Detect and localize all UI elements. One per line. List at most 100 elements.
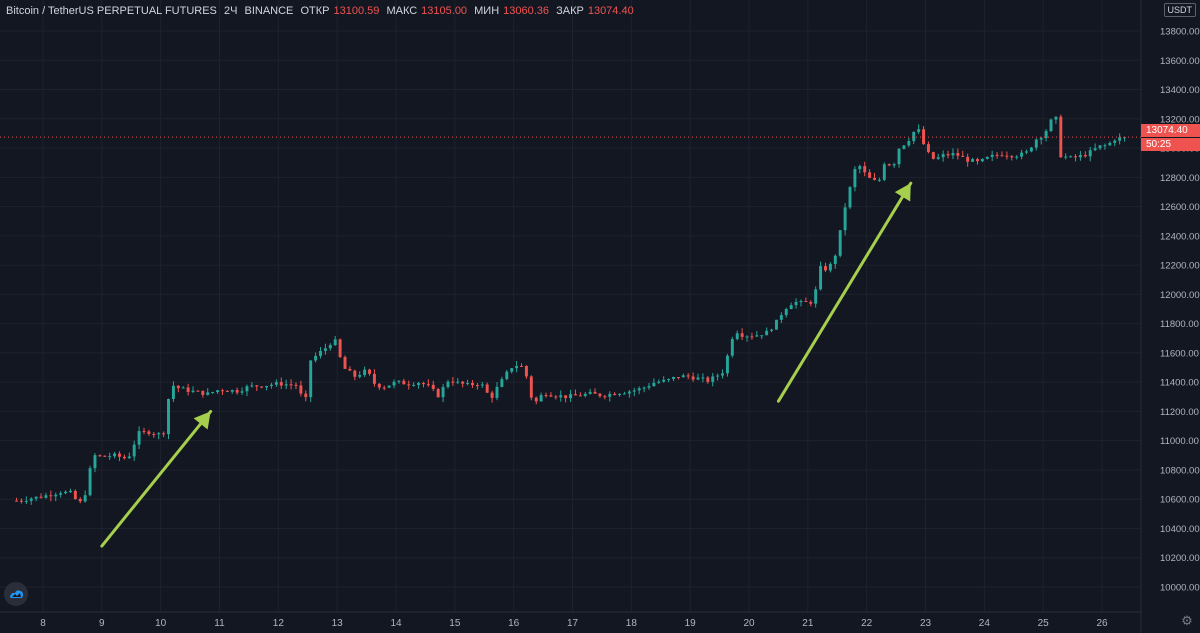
candle-body (662, 379, 666, 382)
x-tick-label: 15 (449, 618, 461, 629)
candle-body (1074, 156, 1077, 158)
interval-label[interactable]: 2Ч (223, 5, 238, 17)
open-value: 13100.59 (333, 5, 380, 17)
candle-body (917, 129, 921, 132)
candle-body (701, 377, 705, 379)
trend-arrow-line[interactable] (776, 181, 913, 403)
gear-icon[interactable]: ⚙ (1181, 613, 1193, 628)
candle-body (421, 382, 425, 385)
candle-body (672, 377, 675, 379)
candle-body (451, 381, 455, 383)
candle-body (907, 141, 911, 146)
candle-body (319, 350, 322, 356)
candle-body (681, 375, 685, 378)
candle-body (240, 391, 244, 393)
y-tick-label: 13800.00 (1160, 27, 1200, 38)
candle-body (412, 384, 416, 386)
exchange-label: BINANCE (244, 5, 294, 17)
candle-body (294, 384, 298, 386)
x-tick-label: 17 (567, 618, 579, 629)
candle-body (220, 390, 224, 392)
candle-body (1064, 156, 1068, 158)
candle-body (980, 158, 984, 162)
symbol-name[interactable]: Bitcoin / TetherUS PERPETUAL FUTURES (6, 5, 217, 17)
candle-body (93, 455, 97, 469)
y-tick-label: 11400.00 (1160, 378, 1199, 389)
candle-body (877, 179, 881, 181)
candle-body (15, 500, 18, 502)
candle-body (765, 330, 769, 336)
candle-body (1039, 138, 1043, 140)
candle-body (314, 355, 318, 361)
candle-body (912, 131, 916, 142)
candle-body (971, 159, 975, 162)
candle-body (113, 453, 117, 457)
candle-body (819, 266, 823, 290)
candle-body (83, 495, 87, 502)
candle-body (676, 377, 680, 379)
candle-body (510, 368, 514, 372)
candle-body (549, 395, 553, 397)
candle-body (588, 391, 592, 394)
candle-body (343, 356, 347, 369)
candle-body (936, 157, 940, 159)
candle-body (279, 382, 283, 386)
candle-body (1093, 148, 1097, 151)
candle-body (578, 395, 582, 397)
candle-body (265, 385, 269, 388)
x-tick-label: 11 (214, 618, 225, 629)
candle-body (770, 329, 774, 331)
tradingview-logo-icon[interactable] (4, 582, 28, 606)
candle-body (799, 301, 803, 303)
trend-arrow-head[interactable] (193, 411, 211, 430)
candle-body (554, 396, 558, 398)
x-tick-label: 26 (1096, 618, 1108, 629)
currency-badge[interactable]: USDT (1163, 3, 1196, 17)
candle-body (250, 385, 254, 387)
candle-body (49, 495, 53, 497)
candle-body (417, 382, 421, 385)
candle-body (647, 386, 651, 388)
candle-body (235, 389, 239, 393)
candle-body (382, 387, 386, 389)
candle-body (1044, 131, 1048, 139)
candle-body (1049, 119, 1053, 132)
candle-body (392, 381, 396, 386)
candle-body (853, 169, 857, 188)
candle-body (1113, 140, 1117, 143)
trend-arrow-head[interactable] (894, 183, 911, 202)
candle-body (1118, 137, 1122, 141)
candle-body (573, 394, 577, 396)
candle-body (524, 366, 528, 377)
y-tick-label: 10400.00 (1160, 524, 1200, 535)
candle-body (873, 177, 876, 180)
candle-body (1020, 152, 1024, 157)
candle-body (760, 335, 764, 337)
x-tick-label: 19 (685, 618, 697, 629)
candle-body (985, 156, 989, 159)
low-label: МИН (474, 5, 500, 17)
candle-body (73, 490, 77, 500)
candle-body (323, 348, 327, 351)
candle-body (353, 370, 357, 377)
candle-body (735, 333, 739, 340)
x-tick-label: 24 (979, 618, 991, 629)
candle-body (377, 383, 381, 388)
candle-body (828, 263, 832, 271)
candle-body (64, 491, 68, 494)
candle-body (132, 444, 136, 457)
candle-body (24, 500, 28, 502)
candle-body (338, 339, 342, 357)
candle-body (216, 390, 220, 393)
candle-body (431, 384, 435, 389)
candle-body (608, 393, 612, 397)
low-value: 13060.36 (503, 5, 550, 17)
candle-body (122, 456, 126, 459)
candle-body (824, 266, 827, 271)
candle-body (627, 391, 631, 394)
trend-arrow-line[interactable] (100, 409, 213, 548)
candle-body (181, 387, 185, 389)
